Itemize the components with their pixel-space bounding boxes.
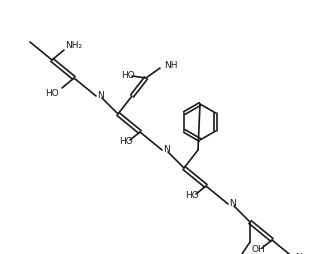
Text: N: N (98, 91, 104, 101)
Text: N: N (230, 198, 236, 208)
Text: N: N (164, 145, 170, 153)
Text: HO: HO (119, 137, 133, 147)
Text: HO: HO (185, 192, 199, 200)
Text: OH: OH (251, 246, 265, 254)
Text: HO: HO (45, 89, 59, 99)
Text: N: N (296, 252, 302, 254)
Text: NH₂: NH₂ (65, 41, 82, 51)
Text: NH: NH (164, 61, 177, 71)
Text: HO: HO (121, 71, 135, 81)
